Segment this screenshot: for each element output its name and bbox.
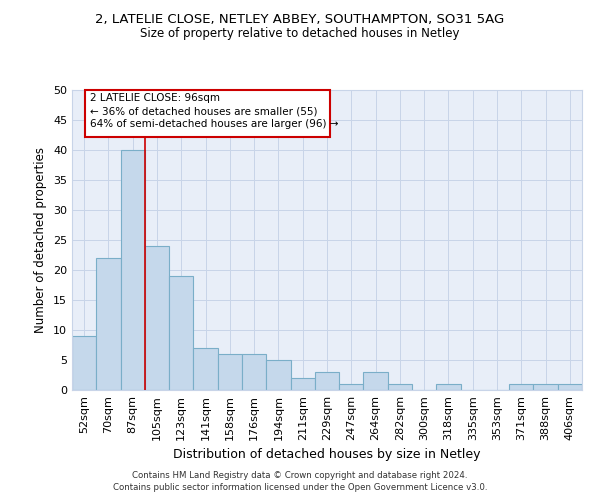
Bar xyxy=(339,384,364,390)
X-axis label: Distribution of detached houses by size in Netley: Distribution of detached houses by size … xyxy=(173,448,481,462)
Bar xyxy=(436,384,461,390)
Text: 2 LATELIE CLOSE: 96sqm
← 36% of detached houses are smaller (55)
64% of semi-det: 2 LATELIE CLOSE: 96sqm ← 36% of detached… xyxy=(90,93,338,130)
Bar xyxy=(96,258,121,390)
Bar xyxy=(72,336,96,390)
Bar xyxy=(364,372,388,390)
FancyBboxPatch shape xyxy=(85,90,329,136)
Y-axis label: Number of detached properties: Number of detached properties xyxy=(34,147,47,333)
Bar xyxy=(145,246,169,390)
Bar xyxy=(266,360,290,390)
Text: Size of property relative to detached houses in Netley: Size of property relative to detached ho… xyxy=(140,28,460,40)
Bar xyxy=(218,354,242,390)
Bar xyxy=(242,354,266,390)
Bar xyxy=(533,384,558,390)
Bar xyxy=(509,384,533,390)
Bar xyxy=(315,372,339,390)
Bar xyxy=(193,348,218,390)
Bar xyxy=(558,384,582,390)
Text: 2, LATELIE CLOSE, NETLEY ABBEY, SOUTHAMPTON, SO31 5AG: 2, LATELIE CLOSE, NETLEY ABBEY, SOUTHAMP… xyxy=(95,12,505,26)
Text: Contains HM Land Registry data © Crown copyright and database right 2024.
Contai: Contains HM Land Registry data © Crown c… xyxy=(113,471,487,492)
Bar xyxy=(121,150,145,390)
Bar xyxy=(388,384,412,390)
Bar xyxy=(290,378,315,390)
Bar xyxy=(169,276,193,390)
